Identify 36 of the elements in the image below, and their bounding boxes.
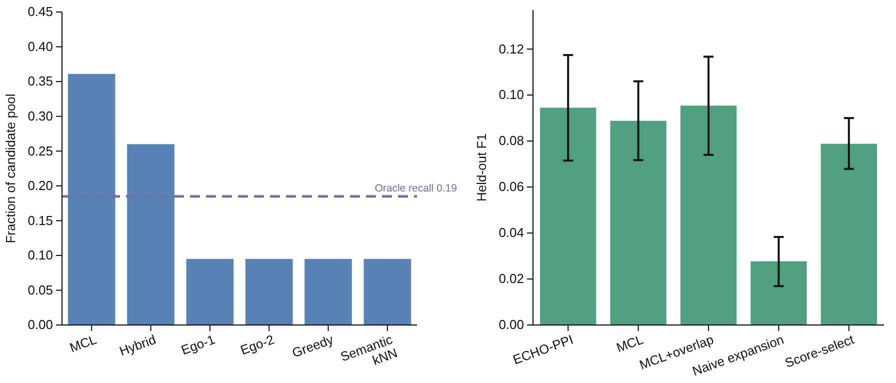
bar bbox=[186, 258, 234, 325]
y-axis-title: Fraction of candidate pool bbox=[3, 94, 18, 244]
y-tick-label: 0.10 bbox=[28, 248, 53, 263]
x-tick-label: MCL bbox=[68, 332, 99, 356]
y-tick-label: 0.08 bbox=[498, 133, 524, 148]
y-tick-label: 0.40 bbox=[28, 38, 53, 54]
bar bbox=[610, 120, 666, 325]
y-tick-label: 0.20 bbox=[28, 178, 53, 194]
bar bbox=[680, 106, 737, 325]
x-tick-label: Ego-2 bbox=[238, 332, 276, 358]
y-tick-label: 0.30 bbox=[28, 108, 53, 124]
bar bbox=[304, 258, 352, 325]
x-tick-label: Hybrid bbox=[117, 332, 158, 359]
y-tick-label: 0.04 bbox=[498, 225, 524, 240]
y-axis-title: Held-out F1 bbox=[474, 134, 489, 202]
ref-line-label: Oracle recall 0.19 bbox=[374, 182, 458, 194]
y-tick-label: 0.12 bbox=[498, 41, 524, 56]
y-tick-label: 0.02 bbox=[498, 271, 524, 286]
bar bbox=[127, 144, 174, 325]
bar bbox=[364, 258, 412, 325]
bar bbox=[540, 108, 596, 325]
y-tick-label: 0.00 bbox=[498, 317, 524, 332]
bar bbox=[68, 74, 116, 325]
y-tick-label: 0.06 bbox=[498, 179, 524, 194]
y-tick-label: 0.05 bbox=[28, 282, 53, 298]
bar bbox=[750, 261, 807, 325]
x-tick-label: Greedy bbox=[290, 332, 336, 360]
bar bbox=[820, 144, 877, 325]
bar bbox=[245, 258, 293, 325]
y-tick-label: 0.35 bbox=[28, 74, 53, 89]
y-tick-label: 0.15 bbox=[28, 212, 53, 228]
y-tick-label: 0.45 bbox=[28, 4, 53, 20]
y-tick-label: 0.10 bbox=[498, 87, 524, 102]
x-tick-label: Ego-1 bbox=[179, 332, 217, 358]
y-tick-label: 0.00 bbox=[28, 317, 53, 332]
y-tick-label: 0.25 bbox=[28, 143, 53, 158]
